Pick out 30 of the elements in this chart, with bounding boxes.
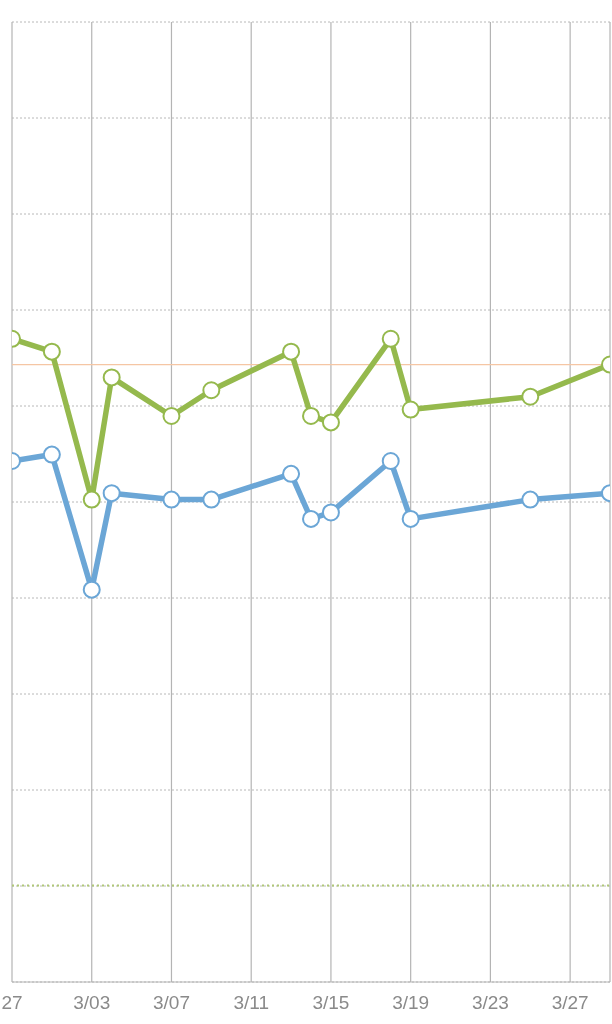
point: [42, 445, 61, 464]
point: [162, 406, 181, 425]
point: [162, 490, 181, 509]
point: [321, 503, 340, 522]
point: [302, 406, 320, 425]
point: [521, 387, 540, 406]
x-tick-label: 3/03: [73, 992, 111, 1014]
point: [282, 464, 301, 483]
point: [381, 329, 400, 348]
point: [381, 452, 400, 471]
point: [102, 484, 121, 503]
point: [282, 342, 301, 361]
x-tick-label: 3/27: [551, 992, 589, 1014]
point: [302, 509, 320, 528]
x-tick-label: 3/15: [312, 992, 350, 1014]
x-tick-label: 3/23: [471, 992, 509, 1014]
point: [82, 580, 101, 599]
point: [102, 368, 121, 387]
point: [82, 490, 101, 509]
x-tick-label: 3/19: [392, 992, 430, 1014]
point: [42, 342, 61, 361]
point: [521, 490, 540, 509]
point: [202, 490, 221, 509]
point: [401, 509, 420, 528]
point: [202, 381, 221, 400]
point: [321, 413, 340, 432]
x-tick-label: 27: [1, 992, 23, 1014]
x-tick-label: 3/11: [233, 992, 269, 1014]
point: [401, 400, 420, 419]
x-tick-label: 3/07: [152, 992, 190, 1014]
